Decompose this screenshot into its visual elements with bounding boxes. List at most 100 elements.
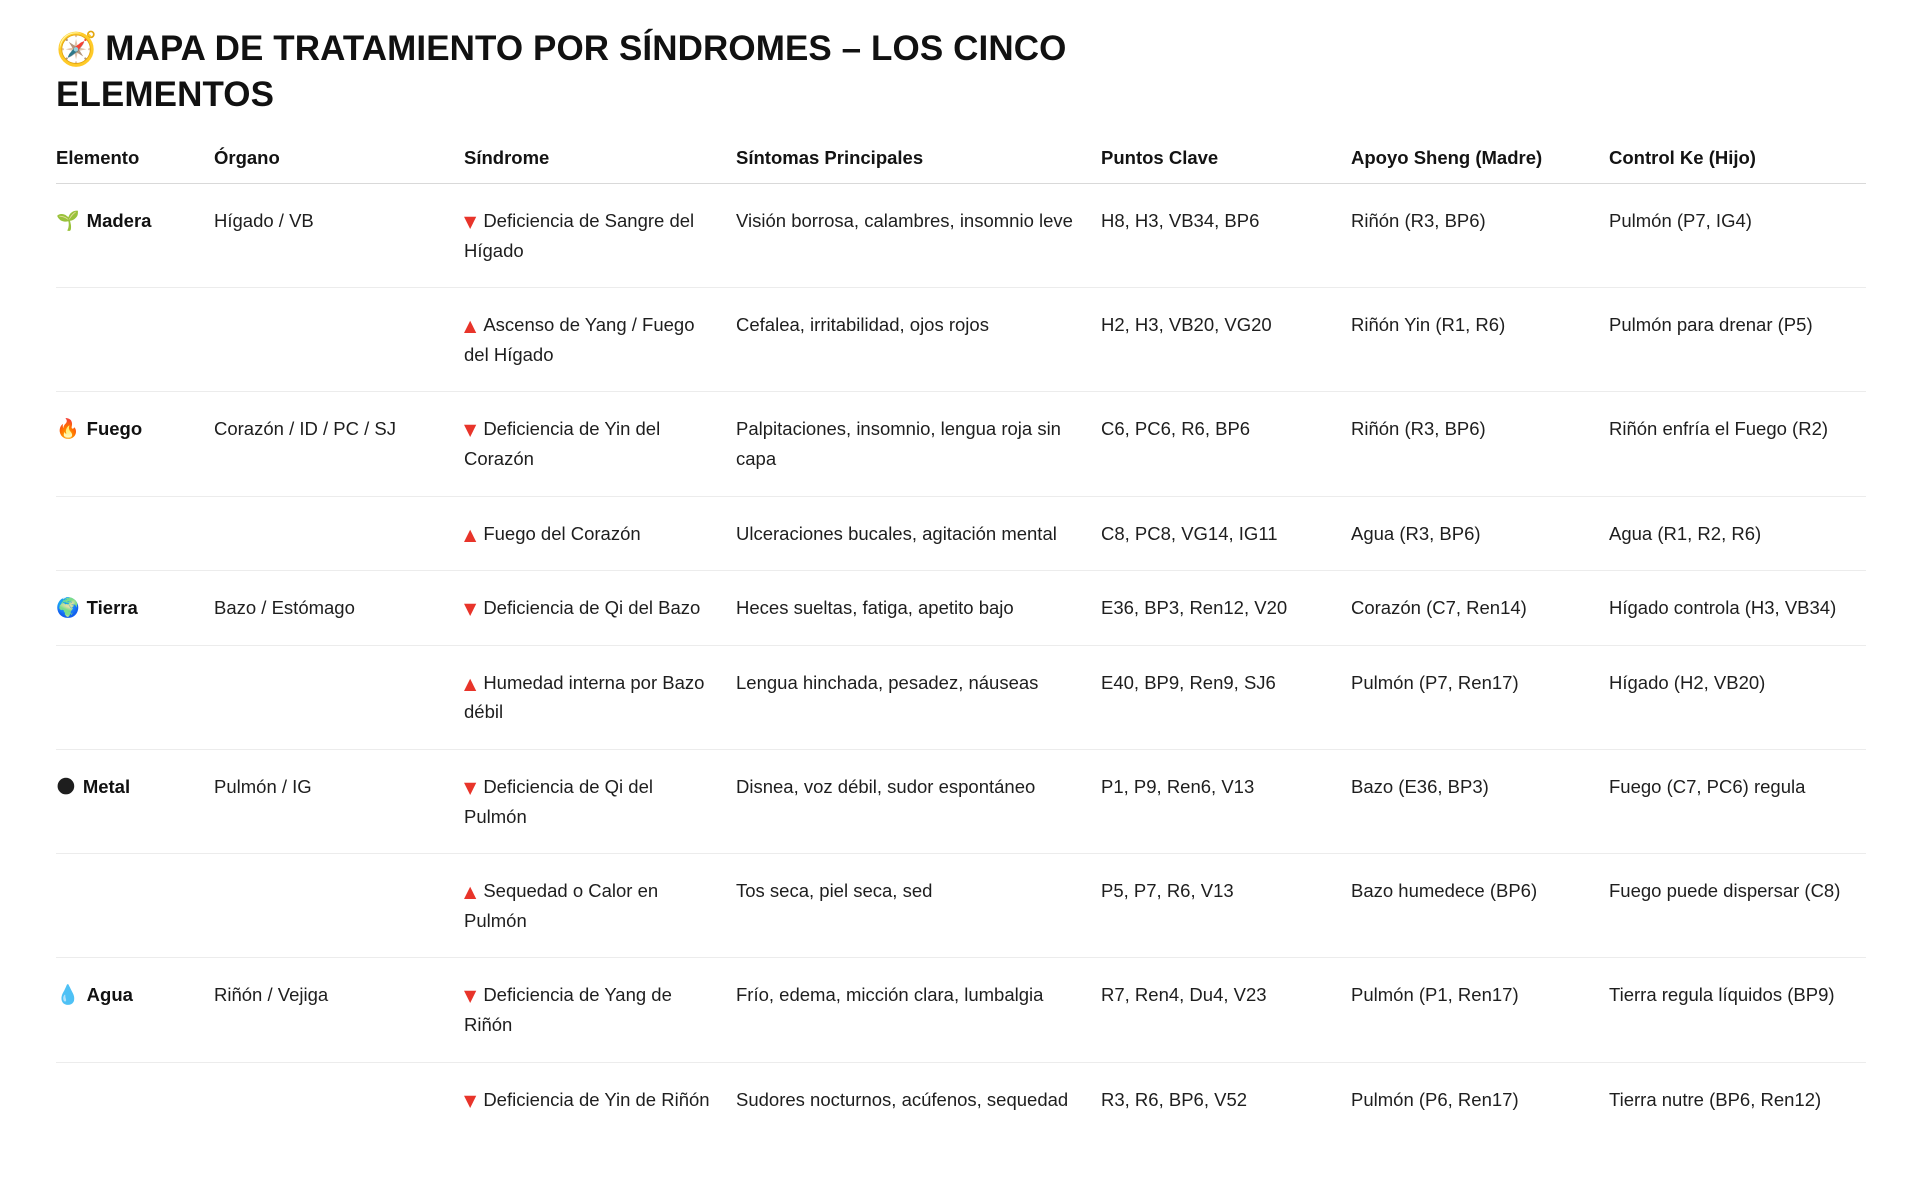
cell-puntos-clave: E40, BP9, Ren9, SJ6 [1101,645,1351,750]
cell-sindrome: ▼ Deficiencia de Yin de Riñón [464,1062,736,1136]
cell-sindrome: ▲ Humedad interna por Bazo débil [464,645,736,750]
column-header-sindrome: Síndrome [464,147,736,184]
element-name: Madera [86,210,152,231]
cell-control-ke: Fuego puede dispersar (C8) [1609,853,1866,959]
cell-sintomas: Palpitaciones, insomnio, lengua roja sin… [736,391,1101,497]
cell-sintomas: Sudores nocturnos, acúfenos, sequedad [736,1088,1069,1110]
cell-control-ke: Fuego (C7, PC6) regula [1609,749,1866,855]
cell-sindrome: ▲ Fuego del Corazón [464,496,736,572]
column-header-organo: Órgano [214,147,464,184]
cell-sintomas: Lengua hinchada, pesadez, náuseas [736,645,1101,750]
syndrome-text: Fuego del Corazón [483,522,641,544]
cell-organo: Hígado / VB [214,183,464,289]
column-header-ke: Control Ke (Hijo) [1609,147,1866,184]
cell-sindrome: ▼ Deficiencia de Yin del Corazón [464,391,736,497]
cell-puntos-clave: H8, H3, VB34, BP6 [1101,183,1351,289]
cell-elemento [56,1062,214,1136]
table-row: ▲ Ascenso de Yang / Fuego del Hígado Cefal… [56,287,1866,393]
cell-control-ke: Riñón enfría el Fuego (R2) [1609,391,1866,497]
document-page: 🧭 MAPA DE TRATAMIENTO POR SÍNDROMES – LOS… [56,26,1866,1136]
syndrome-text: Ascenso de Yang / Fuego del Hígado [464,314,695,365]
element-name: Agua [86,984,133,1006]
cell-apoyo-sheng: Pulmón (P7, Ren17) [1351,645,1609,750]
element-name: Tierra [86,597,138,619]
cell-apoyo-sheng: Agua (R3, BP6) [1351,496,1609,572]
element-name: Fuego [86,418,143,440]
cell-sindrome: ▼ Deficiencia de Qi del Bazo [464,570,736,646]
element-icon: 🔥 [56,418,80,441]
syndrome-treatment-table: Elemento Órgano Síndrome Síntomas Princi… [56,147,1866,1136]
cell-control-ke: Pulmón para drenar (P5) [1609,287,1866,393]
column-header-elemento: Elemento [56,147,214,184]
cell-puntos-clave: R7, Ren4, Du4, V23 [1101,957,1351,1063]
cell-apoyo-sheng: Riñón Yin (R1, R6) [1351,287,1609,393]
syndrome-text: Deficiencia de Qi del Pulmón [464,775,653,827]
cell-sintomas: Disnea, voz débil, sudor espontáneo [736,749,1101,855]
cell-apoyo-sheng: Riñón (R3, BP6) [1351,391,1609,497]
cell-sintomas: Heces sueltas, fatiga, apetito bajo [736,570,1101,646]
cell-organo: Pulmón / IG [214,749,464,855]
element-icon: 🌑 [56,775,76,798]
page-title: 🧭 MAPA DE TRATAMIENTO POR SÍNDROMES – LOS… [56,26,1176,117]
cell-sindrome: ▼ Deficiencia de Sangre del Hígado [464,183,736,289]
table-row: ▲ Fuego del Corazón Ulceraciones bucales, … [56,496,1866,572]
cell-organo [214,853,464,959]
cell-sindrome: ▼ Deficiencia de Qi del Pulmón [464,749,736,855]
element-icon: 💧 [56,984,80,1007]
table-body: 🌱 Madera Hígado / VB ▼ Deficiencia de Sangre… [56,183,1866,1137]
triangle-down-icon: ▼ [464,420,477,440]
cell-organo: Corazón / ID / PC / SJ [214,391,464,497]
cell-elemento [56,853,214,959]
triangle-down-icon: ▼ [464,986,477,1006]
syndrome-text: Deficiencia de Qi del Bazo [483,597,701,619]
cell-sintomas: Visión borrosa, calambres, insomnio leve [736,183,1101,289]
triangle-down-icon: ▼ [464,212,477,231]
table-row: 💧 Agua Riñón / Vejiga ▼ Deficiencia de Yang … [56,957,1866,1063]
cell-elemento: 🌍 Tierra [56,570,214,646]
table-row: ▲ Humedad interna por Bazo débil Lengua hi… [56,645,1866,750]
cell-puntos-clave: H2, H3, VB20, VG20 [1101,287,1351,393]
cell-organo [214,645,464,750]
table-row: ▲ Sequedad o Calor en Pulmón Tos seca, pie… [56,853,1866,959]
cell-sindrome: ▲ Ascenso de Yang / Fuego del Hígado [464,287,736,393]
cell-sindrome: ▲ Sequedad o Calor en Pulmón [464,853,736,959]
syndrome-text: Deficiencia de Yin del Corazón [464,418,661,469]
cell-apoyo-sheng: Corazón (C7, Ren14) [1351,570,1609,646]
cell-apoyo-sheng: Pulmón (P1, Ren17) [1351,957,1609,1063]
cell-sintomas: Frío, edema, micción clara, lumbalgia [736,957,1101,1063]
triangle-up-icon: ▲ [464,673,477,693]
syndrome-text: Deficiencia de Yin de Riñón [483,1088,710,1110]
cell-organo: Riñón / Vejiga [214,957,464,1063]
cell-control-ke: Tierra nutre (BP6, Ren12) [1609,1088,1822,1110]
element-name: Metal [82,775,131,797]
cell-organo: Bazo / Estómago [214,570,464,646]
triangle-down-icon: ▼ [464,1090,477,1110]
column-header-puntos: Puntos Clave [1101,147,1351,184]
syndrome-text: Deficiencia de Yang de Riñón [464,984,672,1035]
element-icon: 🌍 [56,597,80,620]
cell-control-ke: Hígado controla (H3, VB34) [1609,570,1866,646]
table-row: ▼ Deficiencia de Yin de Riñón Sudores noct… [56,1062,1866,1136]
triangle-up-icon: ▲ [464,316,477,336]
cell-elemento: 🌑 Metal [56,749,214,855]
cell-control-ke: Hígado (H2, VB20) [1609,645,1866,750]
triangle-up-icon: ▲ [464,882,477,902]
cell-elemento: 🌱 Madera [56,183,214,289]
cell-organo [214,1062,464,1136]
cell-apoyo-sheng: Bazo humedece (BP6) [1351,853,1609,959]
cell-apoyo-sheng: Pulmón (P6, Ren17) [1351,1088,1519,1110]
table-header-row: Elemento Órgano Síndrome Síntomas Princi… [56,147,1866,184]
cell-elemento [56,496,214,572]
table-header: Elemento Órgano Síndrome Síntomas Princi… [56,147,1866,184]
cell-apoyo-sheng: Riñón (R3, BP6) [1351,183,1609,289]
cell-control-ke: Pulmón (P7, IG4) [1609,183,1866,289]
table-row: 🌍 Tierra Bazo / Estómago ▼ Deficiencia de Qi… [56,570,1866,646]
cell-control-ke: Agua (R1, R2, R6) [1609,496,1866,572]
cell-puntos-clave: P1, P9, Ren6, V13 [1101,749,1351,855]
cell-puntos-clave: P5, P7, R6, V13 [1101,853,1351,959]
element-icon: 🌱 [56,210,80,232]
cell-puntos-clave: C6, PC6, R6, BP6 [1101,391,1351,497]
cell-elemento [56,645,214,750]
cell-organo [214,287,464,393]
cell-puntos-clave: E36, BP3, Ren12, V20 [1101,570,1351,646]
